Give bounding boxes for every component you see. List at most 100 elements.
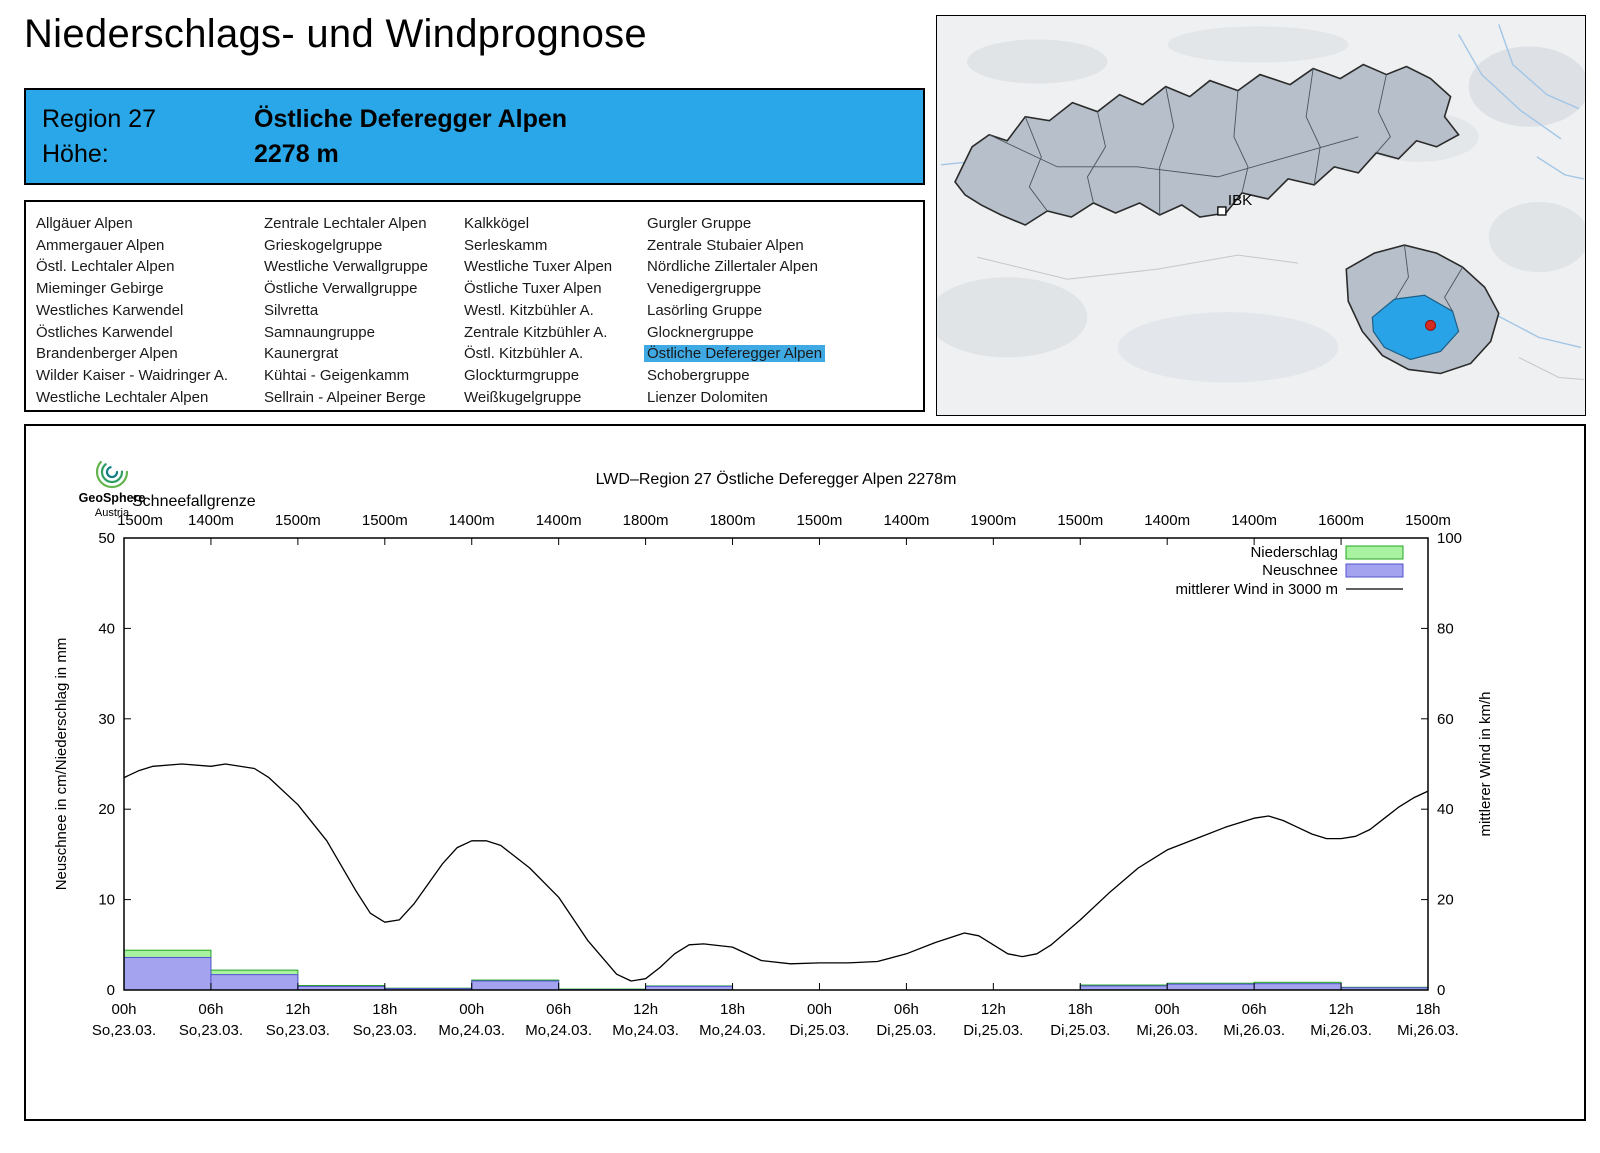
logo-text-land: LAND (876, 52, 912, 64)
svg-text:1400m: 1400m (188, 512, 234, 529)
svg-text:1500m: 1500m (1057, 512, 1103, 529)
region-list-item[interactable]: Venedigergruppe (647, 280, 762, 298)
svg-text:1500m: 1500m (797, 512, 843, 529)
region-list-column: Kalkkögel Serleskamm Westliche Tuxer Alpen… (464, 213, 647, 410)
schneefallgrenze-label: Schneefallgrenze (132, 493, 256, 510)
region-list-item[interactable]: Zentrale Stubaier Alpen (647, 236, 804, 254)
region-list-item[interactable]: Kalkkögel (464, 215, 530, 232)
page-title: Niederschlags- und Windprognose (24, 12, 647, 56)
map-district-borders (988, 68, 1391, 215)
svg-text:Mo,24.03.: Mo,24.03. (612, 1022, 679, 1039)
svg-text:1500m: 1500m (362, 512, 408, 529)
wind-line (123, 763, 1429, 982)
svg-text:18h: 18h (1068, 1001, 1093, 1018)
svg-text:1400m: 1400m (536, 512, 582, 529)
svg-text:18h: 18h (1415, 1001, 1440, 1018)
svg-text:1500m: 1500m (1405, 512, 1451, 529)
geosphere-name: GeoSphere (79, 491, 146, 505)
region-list: Allgäuer Alpen Ammergauer Alpen Östl. Lech… (24, 200, 925, 412)
map-panel: IBK (936, 15, 1586, 416)
svg-text:Mo,24.03.: Mo,24.03. (699, 1022, 766, 1039)
region-list-item[interactable]: Westliche Lechtaler Alpen (36, 388, 209, 406)
map-east-district-borders (1390, 245, 1464, 312)
region-list-item[interactable]: Östl. Lechtaler Alpen (36, 258, 175, 276)
region-list-item[interactable]: Sellrain - Alpeiner Berge (264, 388, 426, 406)
region-list-item[interactable]: Allgäuer Alpen (36, 215, 133, 232)
svg-text:Di,25.03.: Di,25.03. (876, 1022, 936, 1039)
land-tirol-logo: LAND TIROL (869, 15, 930, 81)
svg-text:00h: 00h (1155, 1001, 1180, 1018)
region-name: Östliche Deferegger Alpen (254, 104, 568, 133)
logo-text-tirol: TIROL (876, 64, 916, 76)
svg-text:00h: 00h (459, 1001, 484, 1018)
map-ibk-label: IBK (1228, 192, 1252, 209)
y-axis-label-left: Neuschnee in cm/Niederschlag in mm (53, 638, 70, 891)
region-list-item[interactable]: Mieminger Gebirge (36, 280, 164, 298)
region-list-item[interactable]: Grieskogelgruppe (264, 236, 383, 254)
region-list-item[interactable]: Zentrale Lechtaler Alpen (264, 215, 427, 232)
region-list-item[interactable]: Westliche Verwallgruppe (264, 258, 428, 276)
tirol-map: IBK (937, 16, 1585, 415)
region-list-item-selected[interactable]: Östliche Deferegger Alpen (647, 345, 823, 363)
svg-text:60: 60 (1437, 711, 1454, 728)
geosphere-sub: Austria (95, 507, 130, 519)
region-list-item[interactable]: Silvretta (264, 301, 319, 319)
region-list-item[interactable]: Westliches Karwendel (36, 301, 184, 319)
svg-text:12h: 12h (633, 1001, 658, 1018)
forecast-chart-svg: 00h So,23.03. 1500m 06h So,23.03. 1400m 12h So,… (53, 470, 1494, 1039)
svg-text:06h: 06h (198, 1001, 223, 1018)
region-list-item[interactable]: Glockturmgruppe (464, 366, 580, 384)
region-list-item[interactable]: Östliche Tuxer Alpen (464, 280, 602, 298)
svg-text:1600m: 1600m (1318, 512, 1364, 529)
region-list-item[interactable]: Weißkugelgruppe (464, 388, 582, 406)
axis-ticks (123, 537, 1429, 991)
svg-text:Di,25.03.: Di,25.03. (789, 1022, 849, 1039)
map-outside-borders (977, 254, 1585, 381)
svg-text:40: 40 (1437, 801, 1454, 818)
y-axis-label-right: mittlerer Wind in km/h (1477, 691, 1494, 836)
region-list-item[interactable]: Östl. Kitzbühler A. (464, 345, 584, 363)
region-list-item[interactable]: Nördliche Zillertaler Alpen (647, 258, 818, 276)
geosphere-logo: GeoSphere Austria (79, 455, 146, 519)
region-list-item[interactable]: Glocknergruppe (647, 323, 754, 341)
region-list-item[interactable]: Kühtai - Geigenkamm (264, 366, 410, 384)
region-list-item[interactable]: Östliches Karwendel (36, 323, 173, 341)
svg-text:0: 0 (1437, 982, 1445, 999)
region-list-column: Allgäuer Alpen Ammergauer Alpen Östl. Lech… (36, 213, 264, 410)
svg-text:Mi,26.03.: Mi,26.03. (1223, 1022, 1285, 1039)
region-list-item[interactable]: Wilder Kaiser - Waidringer A. (36, 366, 228, 384)
region-list-item[interactable]: Brandenberger Alpen (36, 345, 178, 363)
svg-text:1400m: 1400m (449, 512, 495, 529)
region-list-item[interactable]: Serleskamm (464, 236, 548, 254)
region-list-item[interactable]: Gurgler Gruppe (647, 215, 752, 232)
region-list-item[interactable]: Samnaungruppe (264, 323, 375, 341)
region-list-item[interactable]: Schobergruppe (647, 366, 750, 384)
svg-text:10: 10 (98, 892, 115, 909)
region-list-item[interactable]: Westliche Tuxer Alpen (464, 258, 613, 276)
svg-text:Mi,26.03.: Mi,26.03. (1397, 1022, 1459, 1039)
region-list-item[interactable]: Lasörling Gruppe (647, 301, 763, 319)
region-list-column: Zentrale Lechtaler Alpen Grieskogelgruppe… (264, 213, 464, 410)
svg-text:So,23.03.: So,23.03. (179, 1022, 243, 1039)
region-list-item[interactable]: Westl. Kitzbühler A. (464, 301, 594, 319)
svg-text:1500m: 1500m (275, 512, 321, 529)
svg-text:So,23.03.: So,23.03. (353, 1022, 417, 1039)
svg-text:Niederschlag: Niederschlag (1250, 544, 1338, 561)
region-list-item[interactable]: Kaunergrat (264, 345, 339, 363)
svg-text:50: 50 (98, 530, 115, 547)
map-region-selected[interactable] (1371, 294, 1460, 361)
region-list-item[interactable]: Lienzer Dolomiten (647, 388, 768, 406)
svg-text:Mi,26.03.: Mi,26.03. (1310, 1022, 1372, 1039)
svg-text:Di,25.03.: Di,25.03. (963, 1022, 1023, 1039)
svg-text:mittlerer Wind in 3000 m: mittlerer Wind in 3000 m (1175, 581, 1338, 598)
altitude-value: 2278 m (254, 139, 339, 168)
map-ibk-marker (1217, 206, 1227, 216)
map-region-marker (1425, 319, 1437, 331)
svg-text:06h: 06h (1242, 1001, 1267, 1018)
region-list-item[interactable]: Ammergauer Alpen (36, 236, 165, 254)
svg-text:100: 100 (1437, 530, 1462, 547)
region-list-item[interactable]: Östliche Verwallgruppe (264, 280, 418, 298)
region-list-item[interactable]: Zentrale Kitzbühler A. (464, 323, 608, 341)
svg-text:06h: 06h (894, 1001, 919, 1018)
